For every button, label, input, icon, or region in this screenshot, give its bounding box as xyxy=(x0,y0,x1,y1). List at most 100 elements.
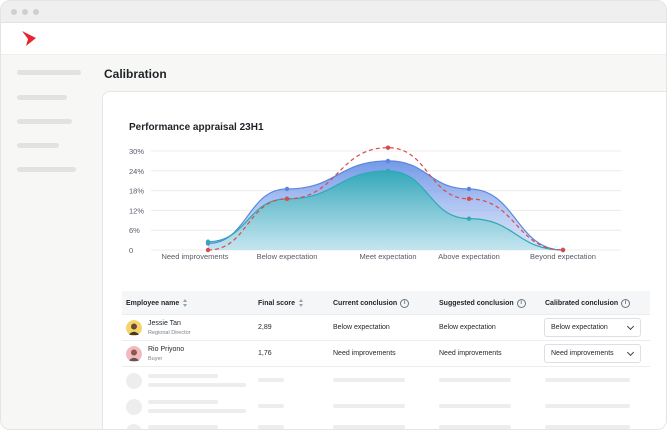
suggested-conclusion: Below expectation xyxy=(439,324,496,331)
text-placeholder xyxy=(148,400,218,404)
performance-chart: 0 6% 12% 18% 24% 30% Need improvements Below e… xyxy=(129,145,621,261)
column-label: Employee name xyxy=(126,299,180,307)
person-avatar-icon xyxy=(126,320,142,336)
data-point xyxy=(205,239,211,244)
person-avatar-icon xyxy=(126,346,142,362)
page-title: Calibration xyxy=(104,67,167,81)
text-placeholder xyxy=(148,409,246,413)
data-point xyxy=(560,247,566,253)
info-icon[interactable]: i xyxy=(516,299,526,308)
text-placeholder xyxy=(333,378,405,382)
column-label: Final score xyxy=(258,299,295,307)
table-row-placeholder xyxy=(122,394,650,420)
y-tick-label: 6% xyxy=(129,226,140,235)
info-icon[interactable]: i xyxy=(400,299,410,308)
table-row[interactable]: Jessie Tan Regional Director 2,89 Below … xyxy=(122,315,650,341)
column-label: Suggested conclusion xyxy=(439,300,514,307)
text-placeholder xyxy=(545,425,630,429)
avatar xyxy=(126,320,142,336)
brand-logo-icon[interactable] xyxy=(19,29,39,49)
table-header: Employee name Final score Current conclu… xyxy=(122,291,650,315)
text-placeholder xyxy=(439,425,511,429)
column-header-final-score[interactable]: Final score xyxy=(258,299,304,307)
y-tick-label: 0 xyxy=(129,246,133,255)
area-teal-area xyxy=(208,170,563,250)
text-placeholder xyxy=(148,383,246,387)
select-value: Below expectation xyxy=(551,324,608,331)
sidebar-item-placeholder[interactable] xyxy=(17,95,67,100)
avatar-placeholder xyxy=(126,373,142,389)
y-tick-label: 12% xyxy=(129,206,144,215)
table-row[interactable]: Rio Priyono Buyer 1,76 Need improvements… xyxy=(122,341,650,367)
text-placeholder xyxy=(439,404,511,408)
column-header-suggested-conclusion: Suggested conclusion i xyxy=(439,299,526,308)
sidebar xyxy=(1,55,101,429)
suggested-conclusion: Need improvements xyxy=(439,350,502,357)
data-point xyxy=(466,216,472,221)
y-tick-label: 24% xyxy=(129,167,144,176)
y-tick-label: 18% xyxy=(129,187,144,196)
window-close-dot[interactable] xyxy=(11,9,17,15)
data-point xyxy=(284,196,290,202)
employee-role: Regional Director xyxy=(148,330,191,336)
chevron-down-icon xyxy=(626,348,635,357)
data-point xyxy=(385,168,391,173)
column-header-current-conclusion: Current conclusion i xyxy=(333,299,410,308)
column-header-calibrated-conclusion: Calibrated conclusion i xyxy=(545,299,631,308)
x-tick-label: Meet expectation xyxy=(359,252,416,261)
chevron-down-icon xyxy=(626,322,635,331)
text-placeholder xyxy=(258,425,284,429)
sort-icon[interactable] xyxy=(298,299,304,307)
data-point xyxy=(205,247,211,253)
employee-name: Rio Priyono xyxy=(148,346,185,353)
employee-name: Jessie Tan xyxy=(148,320,181,327)
info-icon[interactable]: i xyxy=(621,299,631,308)
table-row-placeholder xyxy=(122,419,650,429)
data-point xyxy=(466,196,472,202)
select-value: Need improvements xyxy=(551,350,614,357)
x-tick-label: Below expectation xyxy=(257,252,318,261)
window-minimize-dot[interactable] xyxy=(22,9,28,15)
table-row-placeholder xyxy=(122,368,650,394)
calibrated-conclusion-select[interactable]: Need improvements xyxy=(544,344,641,363)
text-placeholder xyxy=(439,378,511,382)
chart-title: Performance appraisal 23H1 xyxy=(129,122,264,133)
current-conclusion: Need improvements xyxy=(333,350,396,357)
avatar-placeholder xyxy=(126,424,142,429)
final-score: 2,89 xyxy=(258,324,272,331)
data-point xyxy=(466,186,472,192)
text-placeholder xyxy=(258,378,284,382)
text-placeholder xyxy=(148,425,218,429)
sidebar-item-placeholder[interactable] xyxy=(17,70,81,75)
avatar-placeholder xyxy=(126,399,142,415)
sidebar-item-placeholder[interactable] xyxy=(17,143,59,148)
final-score: 1,76 xyxy=(258,350,272,357)
text-placeholder xyxy=(333,425,405,429)
text-placeholder xyxy=(258,404,284,408)
x-tick-label: Beyond expectation xyxy=(530,252,596,261)
column-label: Current conclusion xyxy=(333,300,398,307)
data-point xyxy=(385,158,391,164)
app-header xyxy=(1,23,666,55)
y-tick-label: 30% xyxy=(129,147,144,156)
avatar xyxy=(126,346,142,362)
sort-icon[interactable] xyxy=(182,299,188,307)
column-header-employee-name[interactable]: Employee name xyxy=(126,299,188,307)
x-tick-label: Need improvements xyxy=(161,252,228,261)
current-conclusion: Below expectation xyxy=(333,324,390,331)
window-maximize-dot[interactable] xyxy=(33,9,39,15)
column-label: Calibrated conclusion xyxy=(545,300,619,307)
calibrated-conclusion-select[interactable]: Below expectation xyxy=(544,318,641,337)
data-point xyxy=(385,145,391,150)
text-placeholder xyxy=(545,404,630,408)
sidebar-item-placeholder[interactable] xyxy=(17,167,76,172)
employee-role: Buyer xyxy=(148,356,163,362)
window-titlebar xyxy=(1,1,666,23)
x-tick-label: Above expectation xyxy=(438,252,500,261)
sidebar-item-placeholder[interactable] xyxy=(17,119,72,124)
text-placeholder xyxy=(333,404,405,408)
text-placeholder xyxy=(148,374,218,378)
dashed-series-line xyxy=(207,147,564,251)
data-point xyxy=(284,186,290,192)
